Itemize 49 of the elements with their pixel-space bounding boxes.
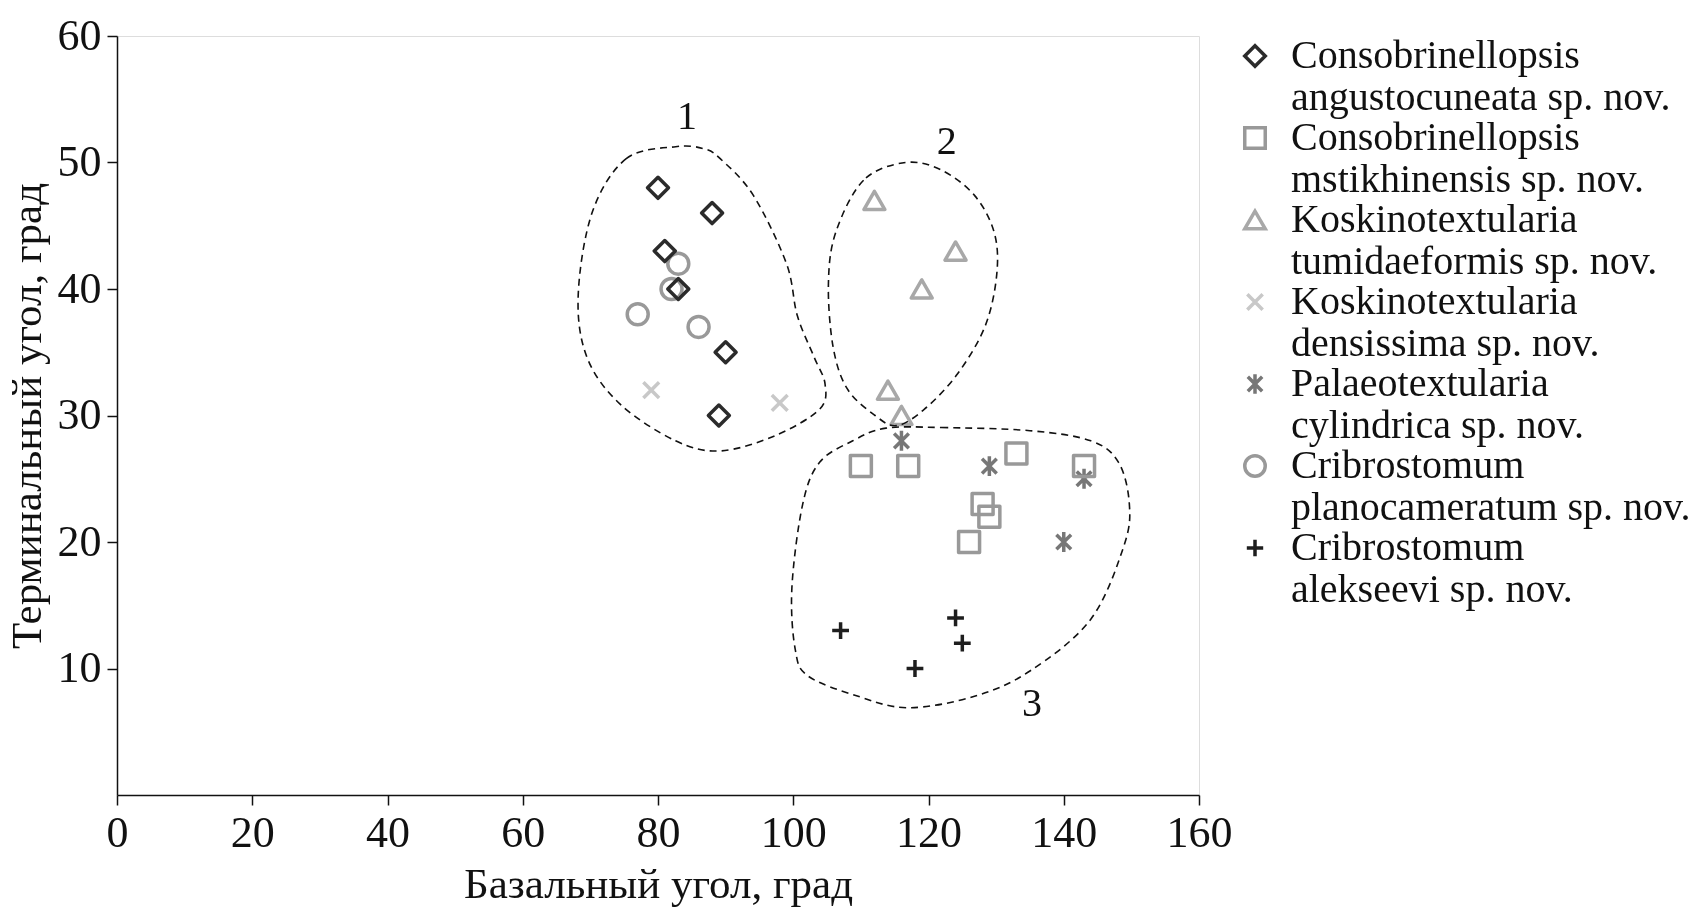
point (666, 276, 691, 302)
point (1054, 530, 1073, 554)
point (770, 393, 790, 413)
annotation: 1 (677, 92, 698, 138)
point (909, 278, 934, 300)
point (1004, 441, 1029, 466)
point (956, 529, 982, 555)
point (699, 200, 725, 226)
x-tick-label: 60 (501, 807, 546, 857)
point (706, 403, 732, 428)
annotation: 3 (1021, 679, 1042, 725)
y-tick-label: 10 (57, 643, 102, 692)
y-tick-label: 50 (57, 137, 102, 186)
x-axis-title: Базальный угол, град (463, 859, 854, 907)
point (830, 620, 851, 641)
point (625, 302, 650, 327)
point (980, 454, 999, 478)
x-tick-label: 120 (896, 807, 962, 857)
point (652, 238, 677, 264)
point (875, 379, 901, 402)
point (977, 504, 1002, 529)
x-tick-label: 40 (366, 807, 410, 857)
point (641, 380, 661, 400)
point (952, 633, 973, 654)
point (848, 453, 874, 479)
x-tick-label: 160 (1166, 807, 1233, 857)
point (970, 491, 995, 517)
point (1071, 453, 1097, 479)
point (895, 453, 921, 479)
point (862, 189, 887, 212)
y-axis-title: Терминальный угол, град (2, 182, 50, 650)
x-tick-label: 140 (1031, 807, 1098, 857)
y-tick-label: 20 (57, 516, 102, 566)
annotation: 2 (936, 118, 957, 164)
point (892, 429, 911, 453)
point (904, 658, 926, 679)
point (943, 240, 968, 262)
point (686, 314, 711, 340)
x-tick-label: 80 (636, 807, 681, 857)
x-tick-label: 0 (106, 807, 129, 857)
y-tick-label: 30 (57, 390, 102, 439)
x-tick-label: 100 (760, 807, 827, 857)
y-tick-label: 60 (57, 10, 102, 60)
y-tick-label: 40 (57, 263, 102, 313)
point (889, 404, 914, 427)
x-tick-label: 20 (230, 807, 275, 857)
point (713, 340, 738, 365)
point (645, 175, 671, 201)
point (945, 607, 966, 629)
